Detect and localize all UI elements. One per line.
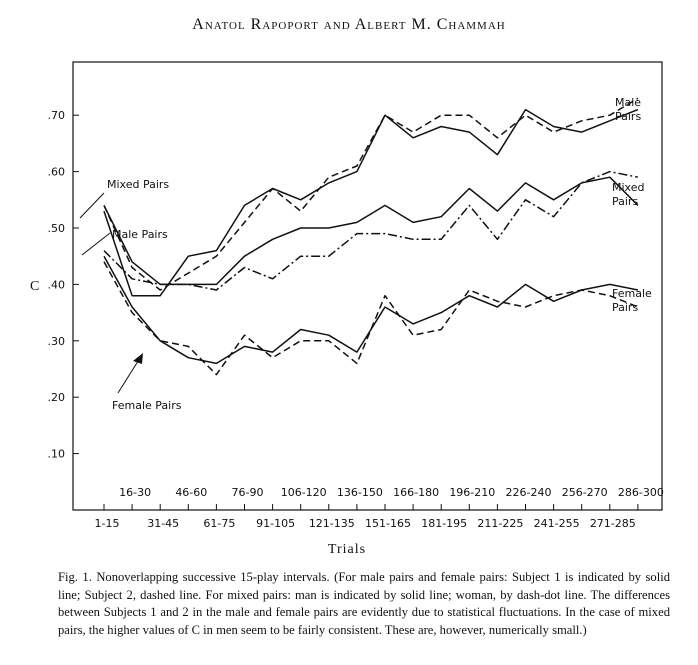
x-tick-label: 61-75 [203, 517, 235, 530]
x-tick-label: 271-285 [590, 517, 636, 530]
mixed-pairs-pointer [79, 192, 105, 219]
x-tick-label: 241-255 [534, 517, 580, 530]
x-tick-label: 181-195 [421, 517, 467, 530]
y-tick-label: .60 [48, 166, 66, 179]
running-header: Anatol Rapoport and Albert M. Chammah [192, 16, 506, 33]
female-pairs-arrowhead [133, 353, 143, 364]
x-tick-label: 151-165 [365, 517, 411, 530]
mixed-pairs-label-right: Pairs [612, 195, 638, 208]
x-tick-label: 256-270 [562, 486, 608, 499]
figure-caption: Fig. 1. Nonoverlapping successive 15-pla… [58, 570, 670, 637]
x-tick-label: 1-15 [95, 517, 120, 530]
y-tick-label: .70 [48, 109, 66, 122]
male-pairs-label-right: Male [615, 96, 641, 109]
x-tick-label: 226-240 [506, 486, 552, 499]
female-pairs-label-right: Female [612, 287, 652, 300]
x-tick-label: 121-135 [309, 517, 355, 530]
y-tick-label: .50 [48, 222, 66, 235]
x-tick-label: 286-300 [618, 486, 664, 499]
x-tick-label: 166-180 [393, 486, 439, 499]
series-lines [103, 97, 639, 376]
mixed-pairs-label-left: Mixed Pairs [107, 178, 169, 191]
y-axis-label: C [30, 279, 39, 294]
x-tick-label: 76-90 [232, 486, 264, 499]
male-pairs-dashed-line [103, 97, 639, 291]
mixed-pairs-label-right: Mixed [612, 181, 644, 194]
x-tick-label: 16-30 [119, 486, 151, 499]
male-pairs-solid-line [103, 108, 639, 297]
y-tick-label: .40 [48, 278, 66, 291]
mixed-pairs-dashdot-line [103, 170, 639, 291]
x-tick-label: 136-150 [337, 486, 383, 499]
x-tick-label: 31-45 [147, 517, 179, 530]
x-tick-label: 196-210 [449, 486, 495, 499]
plot-frame [72, 61, 663, 511]
y-axis-ticks: .10 .20 .30 .40 .50 .60 .70 [48, 109, 79, 461]
x-axis-label: Trials [328, 542, 366, 557]
x-tick-label: 211-225 [477, 517, 523, 530]
y-tick-label: .10 [48, 448, 66, 461]
male-pairs-label-right: Pairs [615, 110, 641, 123]
x-tick-label: 46-60 [175, 486, 207, 499]
x-tick-label: 106-120 [281, 486, 327, 499]
y-tick-label: .30 [48, 335, 66, 348]
female-pairs-label-right: Pairs [612, 301, 638, 314]
female-pairs-dashed-line [103, 261, 639, 376]
x-tick-label: 91-105 [256, 517, 295, 530]
female-pairs-pointer [117, 357, 141, 394]
plot-border [72, 61, 663, 511]
y-tick-label: .20 [48, 391, 66, 404]
female-pairs-solid-line [103, 255, 639, 365]
female-pairs-label-left: Female Pairs [112, 399, 182, 412]
x-axis-ticks: 16-30 46-60 76-90 106-120 136-150 166-180 196-… [95, 486, 664, 530]
mixed-pairs-solid-line [103, 176, 639, 286]
male-pairs-label-left: Male Pairs [112, 228, 168, 241]
male-pairs-pointer [81, 232, 111, 256]
